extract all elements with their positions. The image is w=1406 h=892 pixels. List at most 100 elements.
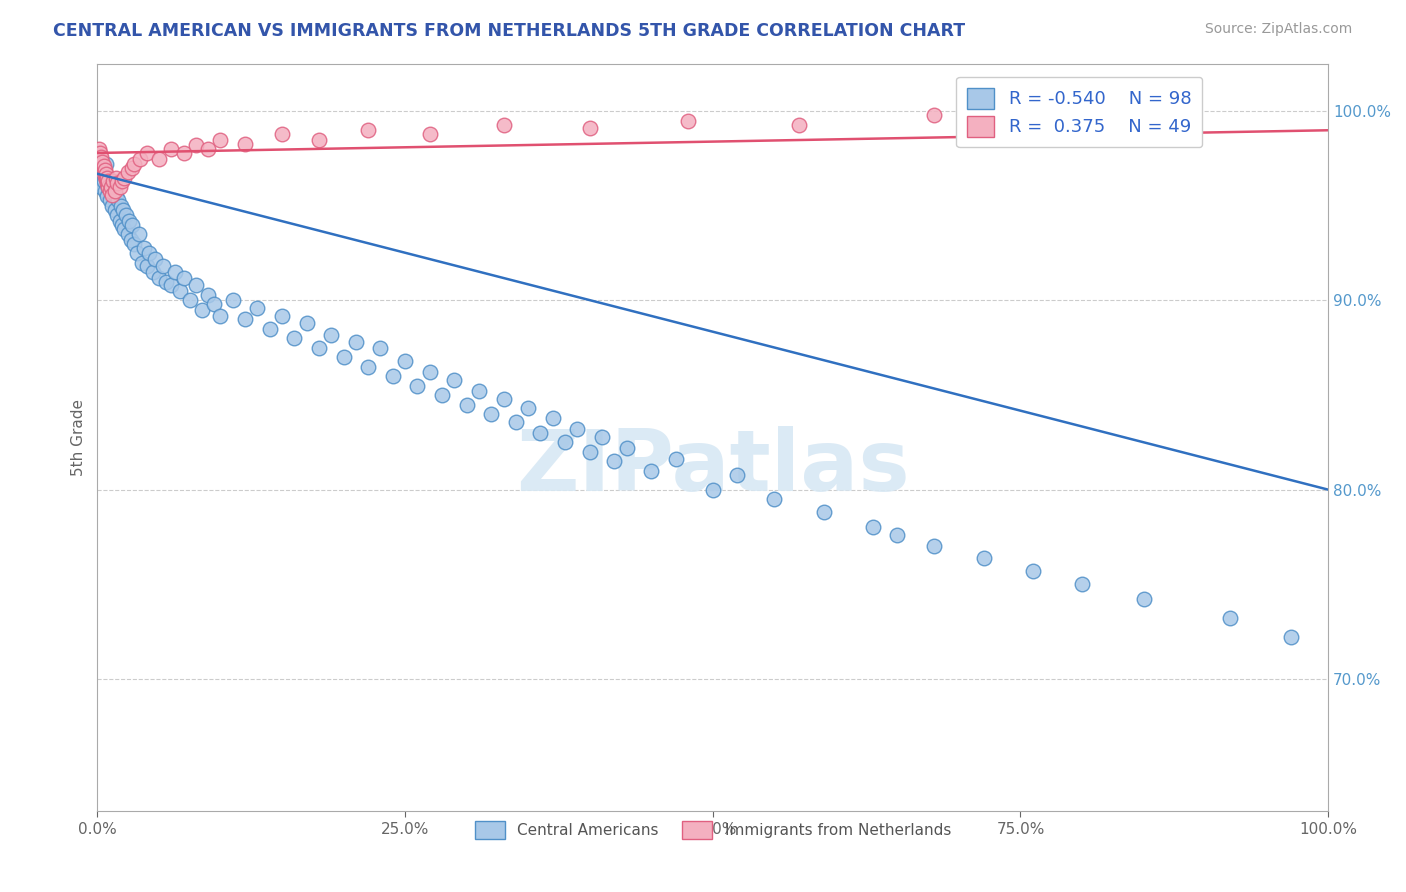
Point [121, 218, 143, 232]
Point [118, 214, 141, 228]
Point [191, 302, 214, 317]
Point [97, 174, 120, 188]
Point [492, 118, 515, 132]
Point [135, 145, 157, 160]
Point [91, 165, 114, 179]
Point [973, 550, 995, 565]
Point [129, 152, 152, 166]
Point [443, 373, 465, 387]
Point [131, 255, 153, 269]
Point [578, 121, 600, 136]
Point [98, 193, 121, 207]
Point [259, 322, 281, 336]
Point [125, 246, 148, 260]
Point [111, 174, 134, 188]
Point [93, 163, 115, 178]
Point [665, 452, 688, 467]
Point [98, 184, 121, 198]
Point [89, 170, 111, 185]
Point [321, 327, 343, 342]
Point [283, 331, 305, 345]
Point [138, 246, 160, 260]
Text: Source: ZipAtlas.com: Source: ZipAtlas.com [1205, 22, 1353, 37]
Point [787, 118, 810, 132]
Point [103, 174, 125, 188]
Point [97, 180, 120, 194]
Point [101, 199, 124, 213]
Point [567, 422, 589, 436]
Point [813, 505, 835, 519]
Point [886, 528, 908, 542]
Point [128, 227, 150, 242]
Point [96, 189, 118, 203]
Point [108, 214, 131, 228]
Point [541, 410, 564, 425]
Point [578, 445, 600, 459]
Point [96, 176, 118, 190]
Point [763, 492, 786, 507]
Point [96, 170, 118, 185]
Point [308, 133, 330, 147]
Point [479, 407, 502, 421]
Point [100, 176, 122, 190]
Point [101, 187, 124, 202]
Point [676, 113, 699, 128]
Point [222, 293, 245, 308]
Point [124, 236, 146, 251]
Point [381, 369, 404, 384]
Point [124, 157, 146, 171]
Point [246, 301, 269, 315]
Point [104, 189, 127, 203]
Point [271, 127, 294, 141]
Point [616, 441, 638, 455]
Point [112, 202, 135, 217]
Point [419, 365, 441, 379]
Point [103, 184, 125, 198]
Point [160, 142, 183, 156]
Point [1071, 577, 1094, 591]
Point [120, 233, 142, 247]
Point [87, 142, 110, 156]
Point [148, 152, 170, 166]
Point [233, 136, 256, 151]
Point [103, 184, 125, 198]
Point [357, 123, 380, 137]
Point [344, 335, 367, 350]
Point [142, 265, 165, 279]
Point [430, 388, 453, 402]
Point [173, 270, 195, 285]
Point [505, 415, 527, 429]
Point [90, 157, 112, 171]
Point [179, 293, 201, 308]
Point [94, 170, 117, 185]
Point [160, 278, 183, 293]
Point [370, 341, 392, 355]
Point [110, 199, 132, 213]
Point [114, 208, 136, 222]
Point [94, 157, 117, 171]
Point [1022, 564, 1045, 578]
Point [135, 260, 157, 274]
Point [922, 108, 945, 122]
Point [169, 284, 191, 298]
Point [862, 520, 884, 534]
Point [1095, 101, 1118, 115]
Point [233, 312, 256, 326]
Point [591, 430, 613, 444]
Point [554, 435, 576, 450]
Point [163, 265, 186, 279]
Point [111, 218, 134, 232]
Point [97, 180, 120, 194]
Point [112, 221, 135, 235]
Point [1219, 611, 1241, 625]
Point [93, 161, 115, 175]
Point [202, 297, 225, 311]
Point [152, 260, 174, 274]
Point [184, 138, 207, 153]
Point [456, 397, 478, 411]
Point [357, 359, 380, 374]
Y-axis label: 5th Grade: 5th Grade [72, 399, 86, 476]
Point [155, 275, 177, 289]
Point [108, 180, 131, 194]
Text: ZIPatlas: ZIPatlas [516, 426, 910, 509]
